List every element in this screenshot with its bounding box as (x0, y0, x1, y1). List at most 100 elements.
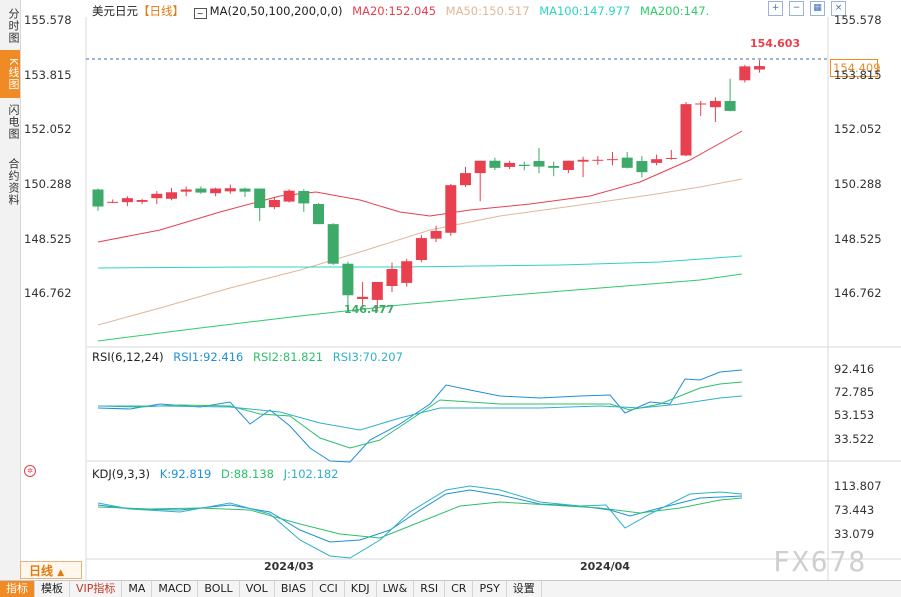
indicator-tab[interactable]: 模板 (35, 581, 70, 597)
price-axis-label: 152.052 (24, 122, 72, 136)
candle (709, 97, 721, 123)
indicator-tab[interactable]: PSY (473, 581, 507, 597)
kdj-title: KDJ(9,3,3) (92, 467, 151, 481)
ma100-value: MA100:147.977 (539, 4, 631, 18)
indicator-tab[interactable]: CR (445, 581, 474, 597)
rsi-axis-label: 53.153 (834, 408, 875, 422)
indicator-tab[interactable]: RSI (414, 581, 446, 597)
candle (548, 161, 560, 177)
candle (474, 160, 486, 202)
candle (430, 225, 442, 243)
candle (298, 189, 310, 212)
candle (562, 160, 574, 174)
rsi-legend: RSI(6,12,24) RSI1:92.416 RSI2:81.821 RSI… (92, 350, 409, 364)
close-icon[interactable]: × (831, 1, 846, 16)
price-axis-label: 150.288 (834, 177, 882, 191)
watermark: FX678 (773, 545, 868, 578)
ma-label: MA(20,50,100,200,0,0) (209, 4, 343, 18)
candle (695, 101, 707, 116)
rsi-axis-label: 92.416 (834, 362, 875, 376)
candle (724, 78, 736, 112)
indicator-tab[interactable]: VOL (240, 581, 275, 597)
indicator-tab[interactable]: CCI (313, 581, 345, 597)
candle (651, 154, 663, 166)
ma20-value: MA20:152.045 (352, 4, 437, 18)
indicator-tab[interactable]: MA (122, 581, 153, 597)
candle (636, 156, 648, 178)
symbol-name: 美元日元 (92, 4, 138, 18)
candle (533, 148, 545, 174)
candle (195, 186, 207, 194)
candle (592, 156, 604, 165)
candle (283, 189, 295, 203)
grid-icon[interactable]: ▦ (810, 1, 825, 16)
indicator-tab[interactable]: VIP指标 (70, 581, 123, 597)
candle (577, 156, 589, 178)
tab-kline-chart[interactable]: K线图 (0, 50, 20, 98)
ma20-line (97, 130, 743, 243)
ma50-line (97, 178, 743, 326)
rsi-title: RSI(6,12,24) (92, 350, 164, 364)
price-axis-label: 153.815 (834, 68, 882, 82)
indicator-tab[interactable]: MACD (152, 581, 199, 597)
zoom-out-icon[interactable]: − (789, 1, 804, 16)
indicator-tab[interactable]: LW& (377, 581, 415, 597)
candle (180, 186, 192, 197)
candle (386, 262, 398, 293)
rsi2-value: RSI2:81.821 (253, 350, 324, 364)
chart-toolbar: + − ▦ × (768, 1, 852, 16)
candle (313, 203, 324, 225)
candle (210, 187, 222, 197)
price-axis-label: 153.815 (24, 68, 72, 82)
candle (665, 149, 677, 160)
sidebar: 分时图 K线图 闪电图 合约资料 (0, 0, 21, 580)
rsi-axis-label: 72.785 (834, 385, 875, 399)
candle (518, 161, 530, 171)
kdj-axis-label: 33.079 (834, 527, 875, 541)
candle (136, 198, 148, 205)
high-price-label: 154.603 (750, 37, 801, 50)
rsi1-line (97, 369, 743, 463)
price-axis-label: 148.525 (834, 232, 882, 246)
ma200-value: MA200:147. (640, 4, 710, 18)
indicator-tab[interactable]: 指标 (0, 581, 35, 597)
candle (239, 187, 251, 197)
current-price-tag: 154.409 (830, 59, 881, 77)
kdj-axis-label: 113.807 (834, 479, 882, 493)
k-line (97, 489, 743, 543)
candle (607, 152, 618, 166)
price-axis-label: 152.052 (834, 122, 882, 136)
k-value: K:92.819 (159, 467, 212, 481)
ma50-value: MA50:150.517 (445, 4, 530, 18)
x-axis-label: 2024/03 (264, 560, 314, 573)
period-tag: 【日线】 (138, 4, 184, 18)
rsi3-value: RSI3:70.207 (332, 350, 403, 364)
kdj-settings-icon[interactable]: ✲ (24, 465, 36, 477)
zoom-in-icon[interactable]: + (768, 1, 783, 16)
candle (327, 223, 339, 265)
indicator-tab[interactable]: 设置 (507, 581, 542, 597)
price-axis-label: 155.578 (24, 13, 72, 27)
ma-settings-icon[interactable]: ~ (193, 8, 207, 19)
price-axis-label: 150.288 (24, 177, 72, 191)
indicator-tab[interactable]: BIAS (275, 581, 314, 597)
d-line (97, 497, 743, 539)
tab-contract-info[interactable]: 合约资料 (7, 158, 20, 206)
rsi1-value: RSI1:92.416 (173, 350, 244, 364)
candle (489, 157, 501, 170)
x-axis-label: 2024/04 (580, 560, 630, 573)
candle (224, 184, 236, 194)
indicator-tab[interactable]: BOLL (198, 581, 240, 597)
rsi3-line (98, 395, 743, 431)
candle (121, 196, 133, 207)
tab-flash-chart[interactable]: 闪电图 (7, 104, 20, 140)
kline-chart[interactable] (0, 0, 901, 580)
triangle-up-icon: ▲ (57, 568, 65, 578)
tab-time-chart[interactable]: 分时图 (7, 8, 20, 44)
indicator-bar: 指标 模板 VIP指标 MA MACD BOLL VOL BIAS CCI KDJ LW& RSI CR… (0, 580, 901, 597)
d-value: D:88.138 (221, 467, 274, 481)
candle (254, 188, 266, 222)
candle (621, 152, 633, 169)
period-selector[interactable]: 日线 ▲ (20, 561, 82, 579)
indicator-tab[interactable]: KDJ (345, 581, 377, 597)
